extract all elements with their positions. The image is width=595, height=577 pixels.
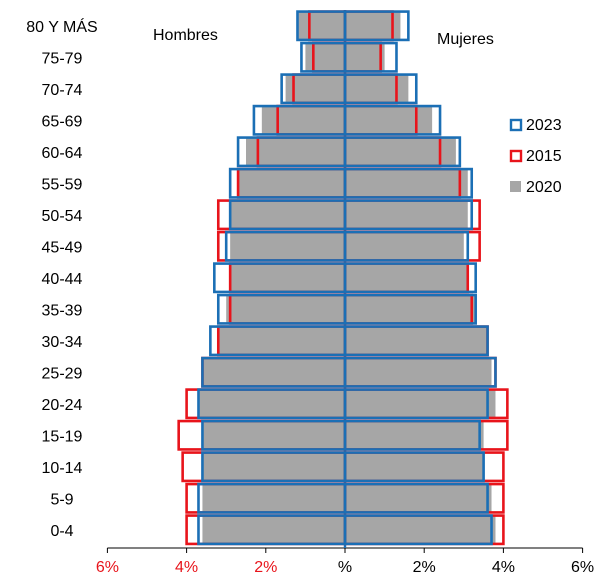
bar-2020-mujeres bbox=[345, 201, 468, 228]
age-label: 20-24 bbox=[42, 397, 83, 414]
bar-2020-hombres bbox=[218, 327, 345, 354]
age-label: 45-49 bbox=[42, 239, 83, 256]
x-tick-label: 4% bbox=[175, 559, 198, 576]
bar-2020-mujeres bbox=[345, 296, 476, 323]
bar-2023-mujeres bbox=[343, 514, 493, 546]
x-tick-label: % bbox=[338, 559, 352, 576]
bar-2023-mujeres bbox=[343, 451, 485, 483]
legend-swatch-2020 bbox=[510, 181, 521, 192]
bar-2020-mujeres bbox=[345, 107, 433, 134]
bar-2023-mujeres bbox=[343, 293, 477, 325]
age-label: 10-14 bbox=[42, 460, 83, 477]
bars bbox=[177, 10, 509, 546]
x-tick-label: 2% bbox=[254, 559, 277, 576]
age-label: 30-34 bbox=[42, 334, 83, 351]
bar-2023-mujeres bbox=[343, 325, 489, 357]
bar-2020-hombres bbox=[230, 264, 345, 291]
bar-2020-hombres bbox=[226, 296, 345, 323]
bar-2020-mujeres bbox=[345, 12, 401, 39]
bar-2023-mujeres bbox=[343, 167, 474, 199]
bar-2020-mujeres bbox=[345, 44, 385, 71]
age-label: 75-79 bbox=[42, 50, 83, 67]
x-tick-label: 6% bbox=[96, 559, 119, 576]
right-title: Mujeres bbox=[437, 31, 494, 48]
bar-2020-mujeres bbox=[345, 264, 468, 291]
bar-2020-hombres bbox=[238, 170, 345, 197]
bar-2020-hombres bbox=[198, 390, 345, 417]
x-tick-label: 6% bbox=[571, 559, 594, 576]
bar-2023-mujeres bbox=[343, 136, 462, 168]
bar-2023-mujeres bbox=[343, 419, 481, 451]
bar-2020-mujeres bbox=[345, 390, 496, 417]
bar-2020-hombres bbox=[230, 201, 345, 228]
bar-2020-mujeres bbox=[345, 327, 488, 354]
bar-2023-mujeres bbox=[343, 104, 442, 136]
age-label: 5-9 bbox=[50, 491, 73, 508]
legend: 2023 2015 2020 bbox=[509, 117, 562, 196]
bar-2020-hombres bbox=[246, 138, 345, 165]
age-label: 35-39 bbox=[42, 302, 83, 319]
bar-2023-mujeres bbox=[343, 41, 398, 73]
age-label: 65-69 bbox=[42, 113, 83, 130]
x-tick-label: 4% bbox=[492, 559, 515, 576]
legend-swatch-2023 bbox=[509, 118, 523, 132]
legend-swatch-2015 bbox=[509, 149, 523, 163]
bar-2023-mujeres bbox=[343, 10, 410, 42]
bar-2020-hombres bbox=[305, 44, 345, 71]
bar-2023-mujeres bbox=[343, 388, 489, 420]
age-label: 60-64 bbox=[42, 145, 83, 162]
bar-2020-mujeres bbox=[345, 233, 464, 260]
bar-2020-mujeres bbox=[345, 75, 409, 102]
bar-2020-hombres bbox=[285, 75, 345, 102]
bar-2020-hombres bbox=[202, 516, 345, 543]
bar-2020-hombres bbox=[202, 485, 345, 512]
x-tick-labels: 6% 4% 2%% 2% 4% 6% bbox=[96, 559, 594, 576]
bar-2023-mujeres bbox=[343, 482, 489, 514]
bar-2020-hombres bbox=[202, 422, 345, 449]
legend-label-2015: 2015 bbox=[526, 148, 562, 165]
age-label: 15-19 bbox=[42, 428, 83, 445]
bar-2020-hombres bbox=[202, 359, 345, 386]
age-label: 80 Y MÁS bbox=[26, 17, 97, 36]
bar-2020-mujeres bbox=[345, 516, 496, 543]
age-label: 70-74 bbox=[42, 82, 83, 99]
left-title: Hombres bbox=[153, 27, 218, 44]
age-label: 40-44 bbox=[42, 271, 83, 288]
age-labels: 0-4 5-9 10-14 15-19 20-24 25-29 30-34 35-39 40-4… bbox=[26, 17, 97, 540]
legend-label-2020: 2020 bbox=[526, 179, 562, 196]
bar-2020-hombres bbox=[261, 107, 345, 134]
bar-2020-mujeres bbox=[345, 138, 456, 165]
age-label: 50-54 bbox=[42, 208, 83, 225]
bar-2020-hombres bbox=[297, 12, 345, 39]
age-label: 0-4 bbox=[50, 523, 73, 540]
bar-2020-mujeres bbox=[345, 485, 492, 512]
bar-2023-mujeres bbox=[343, 262, 477, 294]
bar-2020-mujeres bbox=[345, 170, 468, 197]
bar-2020-mujeres bbox=[345, 359, 492, 386]
bar-2020-mujeres bbox=[345, 453, 484, 480]
bar-2023-mujeres bbox=[343, 356, 497, 388]
bar-2020-mujeres bbox=[345, 422, 484, 449]
bar-2023-mujeres bbox=[343, 199, 474, 231]
bar-2023-mujeres bbox=[343, 230, 470, 262]
age-label: 55-59 bbox=[42, 176, 83, 193]
legend-label-2023: 2023 bbox=[526, 117, 562, 134]
bar-2020-hombres bbox=[202, 453, 345, 480]
bar-2023-mujeres bbox=[343, 73, 418, 105]
bar-2020-hombres bbox=[230, 233, 345, 260]
x-tick-label: 2% bbox=[413, 559, 436, 576]
age-label: 25-29 bbox=[42, 365, 83, 382]
